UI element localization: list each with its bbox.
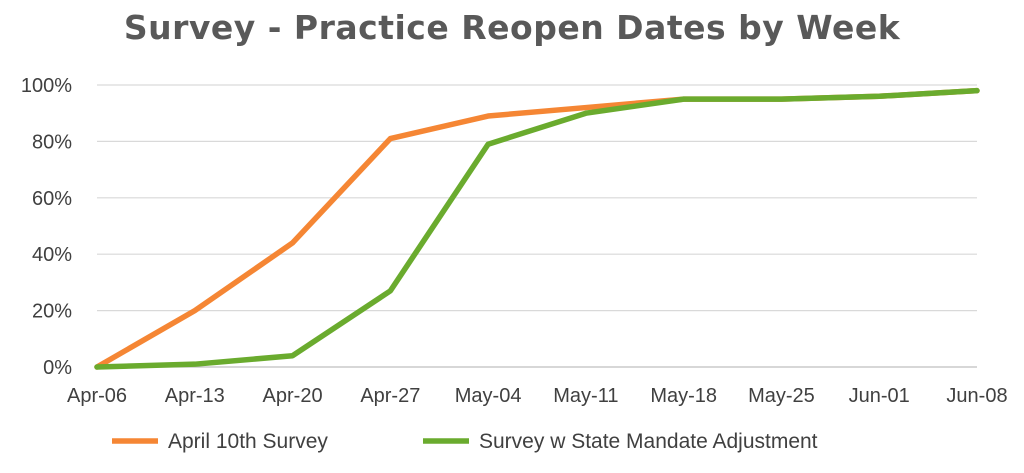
x-tick-label: Jun-01 [849,385,910,407]
legend: April 10th Survey Survey w State Mandate … [112,430,818,453]
series-line-1 [94,87,980,370]
y-tick-label: 40% [32,244,72,266]
x-tick-label: Apr-27 [360,385,420,407]
y-axis-tick-labels: 0% 20% 40% 60% 80% 100% [21,75,72,379]
x-tick-label: May-11 [553,385,618,407]
x-tick-label: May-18 [650,385,717,407]
series-line-2 [94,87,980,370]
x-axis-tick-labels: Apr-06 Apr-13 Apr-20 Apr-27 May-04 May-11 May-… [67,385,1008,407]
y-tick-label: 0% [43,357,72,379]
legend-label-2: Survey w State Mandate Adjustment [479,430,818,453]
y-tick-label: 60% [32,188,72,210]
series-lines [94,87,980,370]
y-tick-label: 100% [21,75,72,97]
gridlines [97,84,977,368]
x-tick-label: Apr-20 [263,385,323,407]
chart-title: Survey - Practice Reopen Dates by Week [123,8,901,47]
x-tick-label: May-04 [455,385,522,407]
y-tick-label: 20% [32,301,72,323]
y-tick-label: 80% [32,131,72,153]
x-tick-label: Apr-06 [67,385,127,407]
x-tick-label: Apr-13 [165,385,225,407]
x-tick-label: May-25 [748,385,815,407]
x-tick-label: Jun-08 [946,385,1007,407]
legend-label-1: April 10th Survey [168,430,328,453]
